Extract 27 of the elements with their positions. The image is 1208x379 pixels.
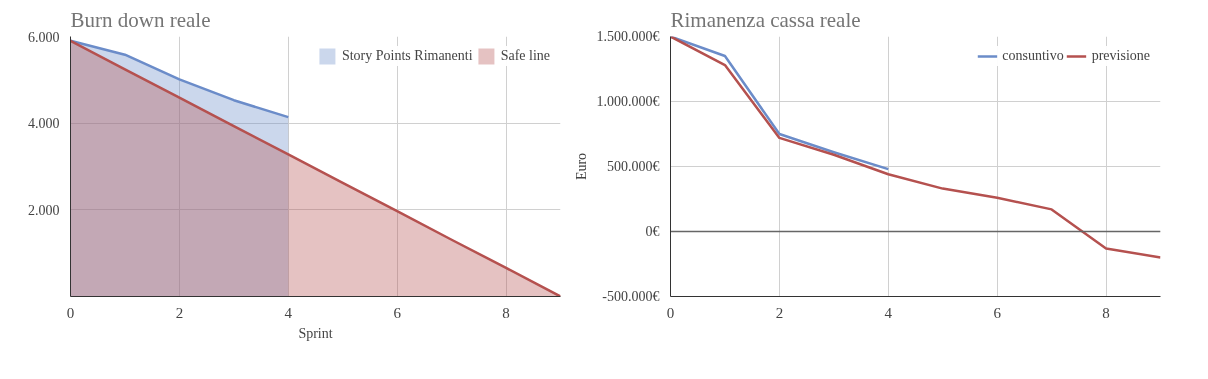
x-tick-label: 0 <box>66 304 75 321</box>
y-tick-label: 6.000 <box>28 29 60 45</box>
x-tick-label: 0 <box>666 304 675 321</box>
x-tick-label: 8 <box>1102 304 1110 321</box>
x-tick-label: 4 <box>884 304 893 321</box>
x-tick-label: 6 <box>993 304 1002 321</box>
y-tick-label: 1.500.000€ <box>596 29 660 44</box>
y-tick-label: 0€ <box>645 224 660 239</box>
legend-label: consuntivo <box>1002 48 1064 64</box>
y-tick-label: 500.000€ <box>607 159 660 174</box>
y-tick-label: 4.000 <box>28 116 60 132</box>
x-tick-label: 6 <box>393 304 402 321</box>
legend-label: previsione <box>1091 48 1150 64</box>
legend-label: Story Points Rimanenti <box>341 48 473 64</box>
x-tick-label: 4 <box>284 304 293 321</box>
legend-label: Safe line <box>500 48 550 64</box>
x-tick-label: 2 <box>175 304 184 321</box>
y-tick-label: -500.000€ <box>602 289 660 304</box>
line-series <box>670 36 1161 259</box>
chart-title: Rimanenza cassa reale <box>670 7 861 32</box>
y-axis-title: Euro <box>573 152 589 181</box>
x-tick-label: 2 <box>775 304 784 321</box>
chart-title: Burn down reale <box>70 7 211 32</box>
x-tick-label: 8 <box>502 304 510 321</box>
y-tick-label: 1.000.000€ <box>596 94 660 109</box>
x-axis-title: Sprint <box>298 325 333 341</box>
y-tick-label: 2.000 <box>28 202 60 218</box>
